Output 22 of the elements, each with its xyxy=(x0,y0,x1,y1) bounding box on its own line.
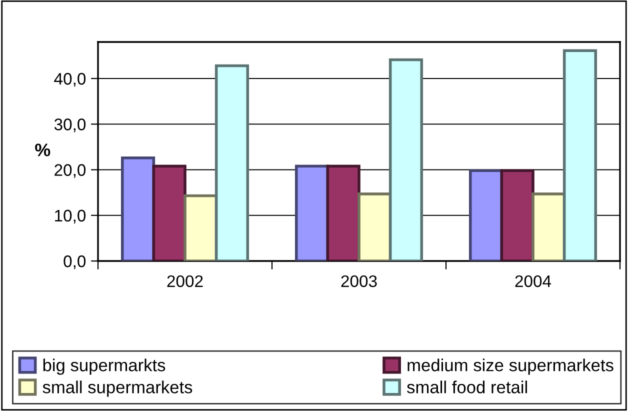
y-tick-label: 0,0 xyxy=(64,255,86,270)
y-tick-label: 30,0 xyxy=(54,118,86,132)
y-tick-label: 10,0 xyxy=(55,210,86,224)
bar xyxy=(120,156,156,261)
legend-label: small supermarkets xyxy=(42,380,192,397)
x-tick-label: 2004 xyxy=(515,275,552,288)
y-axis-title: % xyxy=(35,144,50,156)
bar xyxy=(562,49,598,261)
x-tick-label: 2002 xyxy=(167,275,203,288)
legend-label: medium size supermarkets xyxy=(408,358,614,375)
y-tick-label: 20,0 xyxy=(54,164,86,178)
x-tick-label: 2003 xyxy=(341,275,377,288)
legend-label: small food retail xyxy=(407,380,527,394)
bar xyxy=(468,169,504,261)
bar xyxy=(388,58,424,261)
bar xyxy=(152,164,186,261)
y-tick-label: 40,0 xyxy=(54,72,86,87)
legend-label: big supermarkts xyxy=(43,358,166,375)
bar xyxy=(294,164,330,261)
bar xyxy=(326,164,360,261)
bar xyxy=(500,169,534,261)
bar xyxy=(214,64,250,261)
